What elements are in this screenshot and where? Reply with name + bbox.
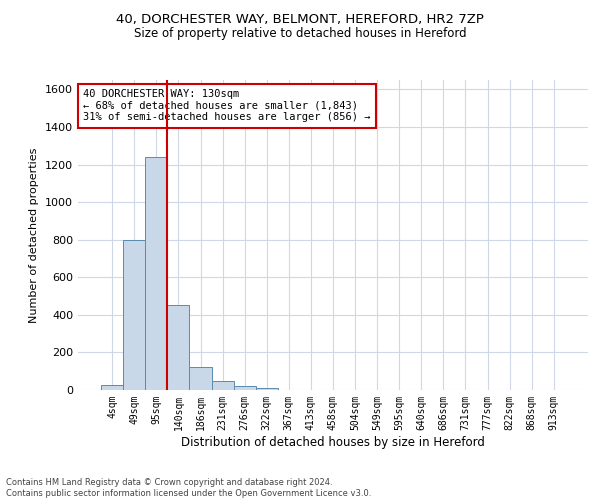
Bar — [101, 386, 123, 390]
Y-axis label: Number of detached properties: Number of detached properties — [29, 148, 40, 322]
Bar — [167, 304, 190, 390]
Bar — [233, 386, 256, 390]
X-axis label: Distribution of detached houses by size in Hereford: Distribution of detached houses by size … — [181, 436, 485, 448]
Bar — [123, 240, 145, 390]
Bar — [212, 380, 233, 390]
Bar — [256, 388, 278, 390]
Bar — [190, 368, 212, 390]
Text: Size of property relative to detached houses in Hereford: Size of property relative to detached ho… — [134, 28, 466, 40]
Text: 40 DORCHESTER WAY: 130sqm
← 68% of detached houses are smaller (1,843)
31% of se: 40 DORCHESTER WAY: 130sqm ← 68% of detac… — [83, 90, 371, 122]
Bar — [145, 157, 167, 390]
Text: 40, DORCHESTER WAY, BELMONT, HEREFORD, HR2 7ZP: 40, DORCHESTER WAY, BELMONT, HEREFORD, H… — [116, 12, 484, 26]
Text: Contains HM Land Registry data © Crown copyright and database right 2024.
Contai: Contains HM Land Registry data © Crown c… — [6, 478, 371, 498]
